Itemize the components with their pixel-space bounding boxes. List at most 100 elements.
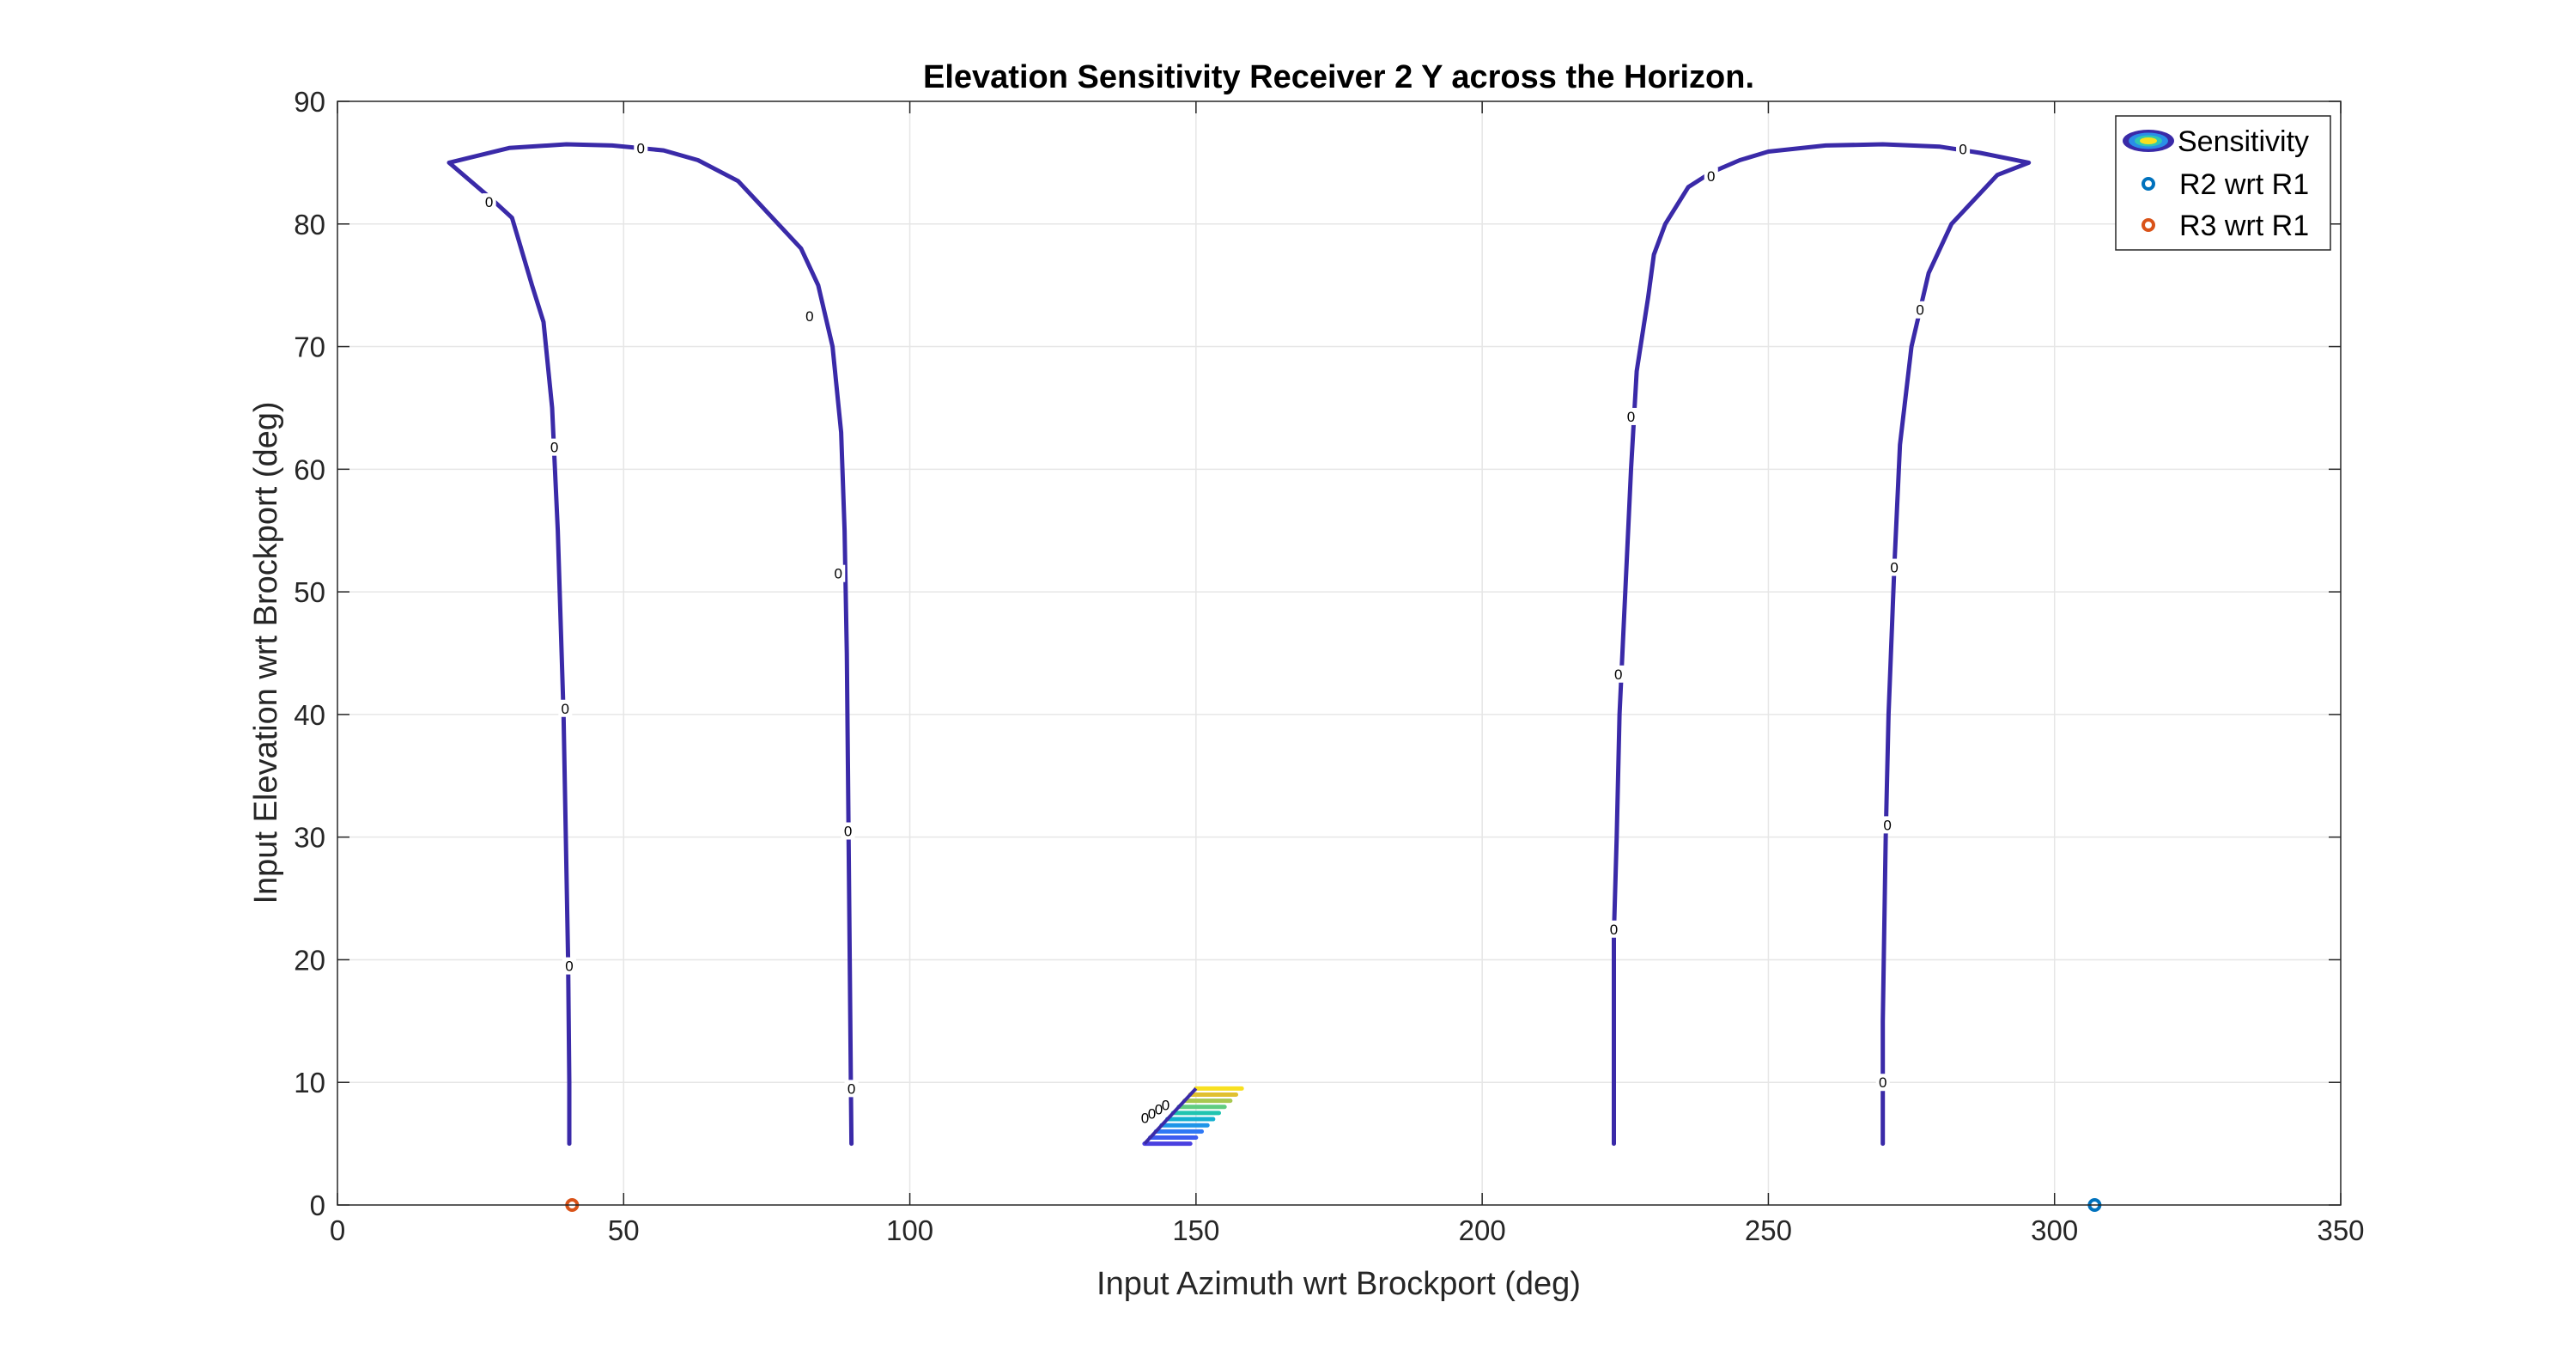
contour-label-bg [1875,1074,1890,1092]
contour-label-bg [1607,920,1621,938]
x-tick-label: 300 [2031,1214,2078,1246]
contour-label-bg [1624,407,1638,425]
contour-label-bg [831,564,846,582]
contour-label: 0 [1875,1074,1890,1092]
contour-label: 0 [802,307,817,325]
contour-label-bg [547,438,562,456]
sensitivity-legend-icon [2123,130,2174,152]
contour-label-text: 0 [1707,168,1715,185]
plot-box [337,100,2342,1206]
contour-label-text: 0 [848,1080,855,1097]
contour-label: 0 [1607,920,1621,938]
legend-label-sensitivity: Sensitivity [2178,125,2309,158]
x-tick-labels: 0 50 100 150 200 250 300 350 [330,1214,2365,1246]
contour-label-text: 0 [562,701,569,717]
legend-item-r2: R2 wrt R1 [2142,168,2309,201]
contour-label-text: 0 [1610,922,1618,938]
x-tick-label: 100 [886,1214,933,1246]
contour-label-text: 0 [637,140,645,156]
x-tick-label: 200 [1459,1214,1506,1246]
contour-label-bg [841,822,855,840]
contour-label-text: 0 [1890,560,1898,576]
x-tick-label: 50 [608,1214,640,1246]
contour-label-text: 0 [565,958,573,975]
legend-item-sensitivity: Sensitivity [2123,125,2309,158]
tick-marks [337,100,2342,1206]
x-tick-label: 0 [330,1214,345,1246]
y-tick-label: 70 [294,332,325,363]
chart-title: Elevation Sensitivity Receiver 2 Y acros… [923,59,1754,95]
y-tick-label: 20 [294,944,325,976]
zero-contour-right [1612,142,2032,1147]
y-tick-label: 60 [294,453,325,485]
contour-label-text: 0 [1879,1074,1886,1091]
legend-item-r3: R3 wrt R1 [2142,210,2309,242]
y-tick-labels: 0 10 20 30 40 50 60 70 80 90 [294,86,325,1221]
contour-label: 0 [841,822,855,840]
contour-label-bg [1611,665,1625,683]
contour-label-text: 0 [1916,302,1923,319]
y-axis-label: Input Elevation wrt Brockport (deg) [248,401,284,904]
contour-label: 0 [831,564,846,582]
contour-label: 0 [1704,167,1718,186]
contour-label-bg [634,139,648,157]
contour-label: 0 [844,1080,859,1098]
contour-label-text: 0 [1959,142,1966,158]
contour-label: 0 [1956,140,1971,158]
contour-label-bg [1704,167,1718,186]
contour-label-bg [1887,558,1902,576]
cluster-label: 0 [1162,1097,1170,1113]
contour-label-bg [558,699,573,717]
cluster-label: 0 [1155,1101,1163,1117]
contour-label: 0 [547,438,562,456]
contour-label: 0 [1624,407,1638,425]
cluster-label: 0 [1148,1105,1156,1122]
legend: Sensitivity R2 wrt R1 R3 wrt R1 [2115,115,2331,251]
contour-label-bg [1956,140,1971,158]
contour-label-bg [844,1080,859,1098]
x-tick-label: 250 [1745,1214,1792,1246]
cluster-label: 0 [1141,1110,1149,1126]
contour-label: 0 [558,699,573,717]
contour-label: 0 [634,139,648,157]
y-tick-label: 10 [294,1067,325,1098]
y-tick-label: 80 [294,209,325,240]
y-tick-label: 50 [294,576,325,608]
cluster-edge-line [1143,1086,1198,1145]
contour-label-text: 0 [844,824,852,840]
x-axis-label: Input Azimuth wrt Brockport (deg) [1097,1266,1581,1302]
contour-label: 0 [1887,558,1902,576]
contour-label: 0 [1611,665,1625,683]
contour-label-text: 0 [485,194,493,210]
contour-label-bg [1913,301,1928,319]
contour-label: 0 [1913,301,1928,319]
contour-label-text: 0 [1614,666,1622,683]
contour-label-text: 0 [835,566,842,582]
x-tick-label: 150 [1172,1214,1219,1246]
contour-label: 0 [1880,816,1895,834]
grid-lines [337,101,2341,1205]
contour-label-bg [1880,816,1895,834]
contour-label-bg [562,957,576,975]
legend-marker-r3 [2142,218,2155,232]
contour-label-text: 0 [1883,817,1891,833]
contour-label-text: 0 [1627,409,1635,425]
legend-marker-r2 [2142,177,2155,191]
contour-label: 0 [562,957,576,975]
y-tick-label: 30 [294,822,325,854]
contour-label-text: 0 [805,308,813,325]
contour-label-text: 0 [550,440,558,456]
y-tick-label: 90 [294,86,325,118]
y-tick-label: 0 [310,1190,325,1221]
legend-label-r2: R2 wrt R1 [2179,168,2309,201]
legend-label-r3: R3 wrt R1 [2179,210,2309,242]
y-tick-label: 40 [294,699,325,731]
contour-label: 0 [482,193,496,211]
plot-background [337,101,2341,1205]
contour-label-bg [482,193,496,211]
contour-label-bg [802,307,817,325]
